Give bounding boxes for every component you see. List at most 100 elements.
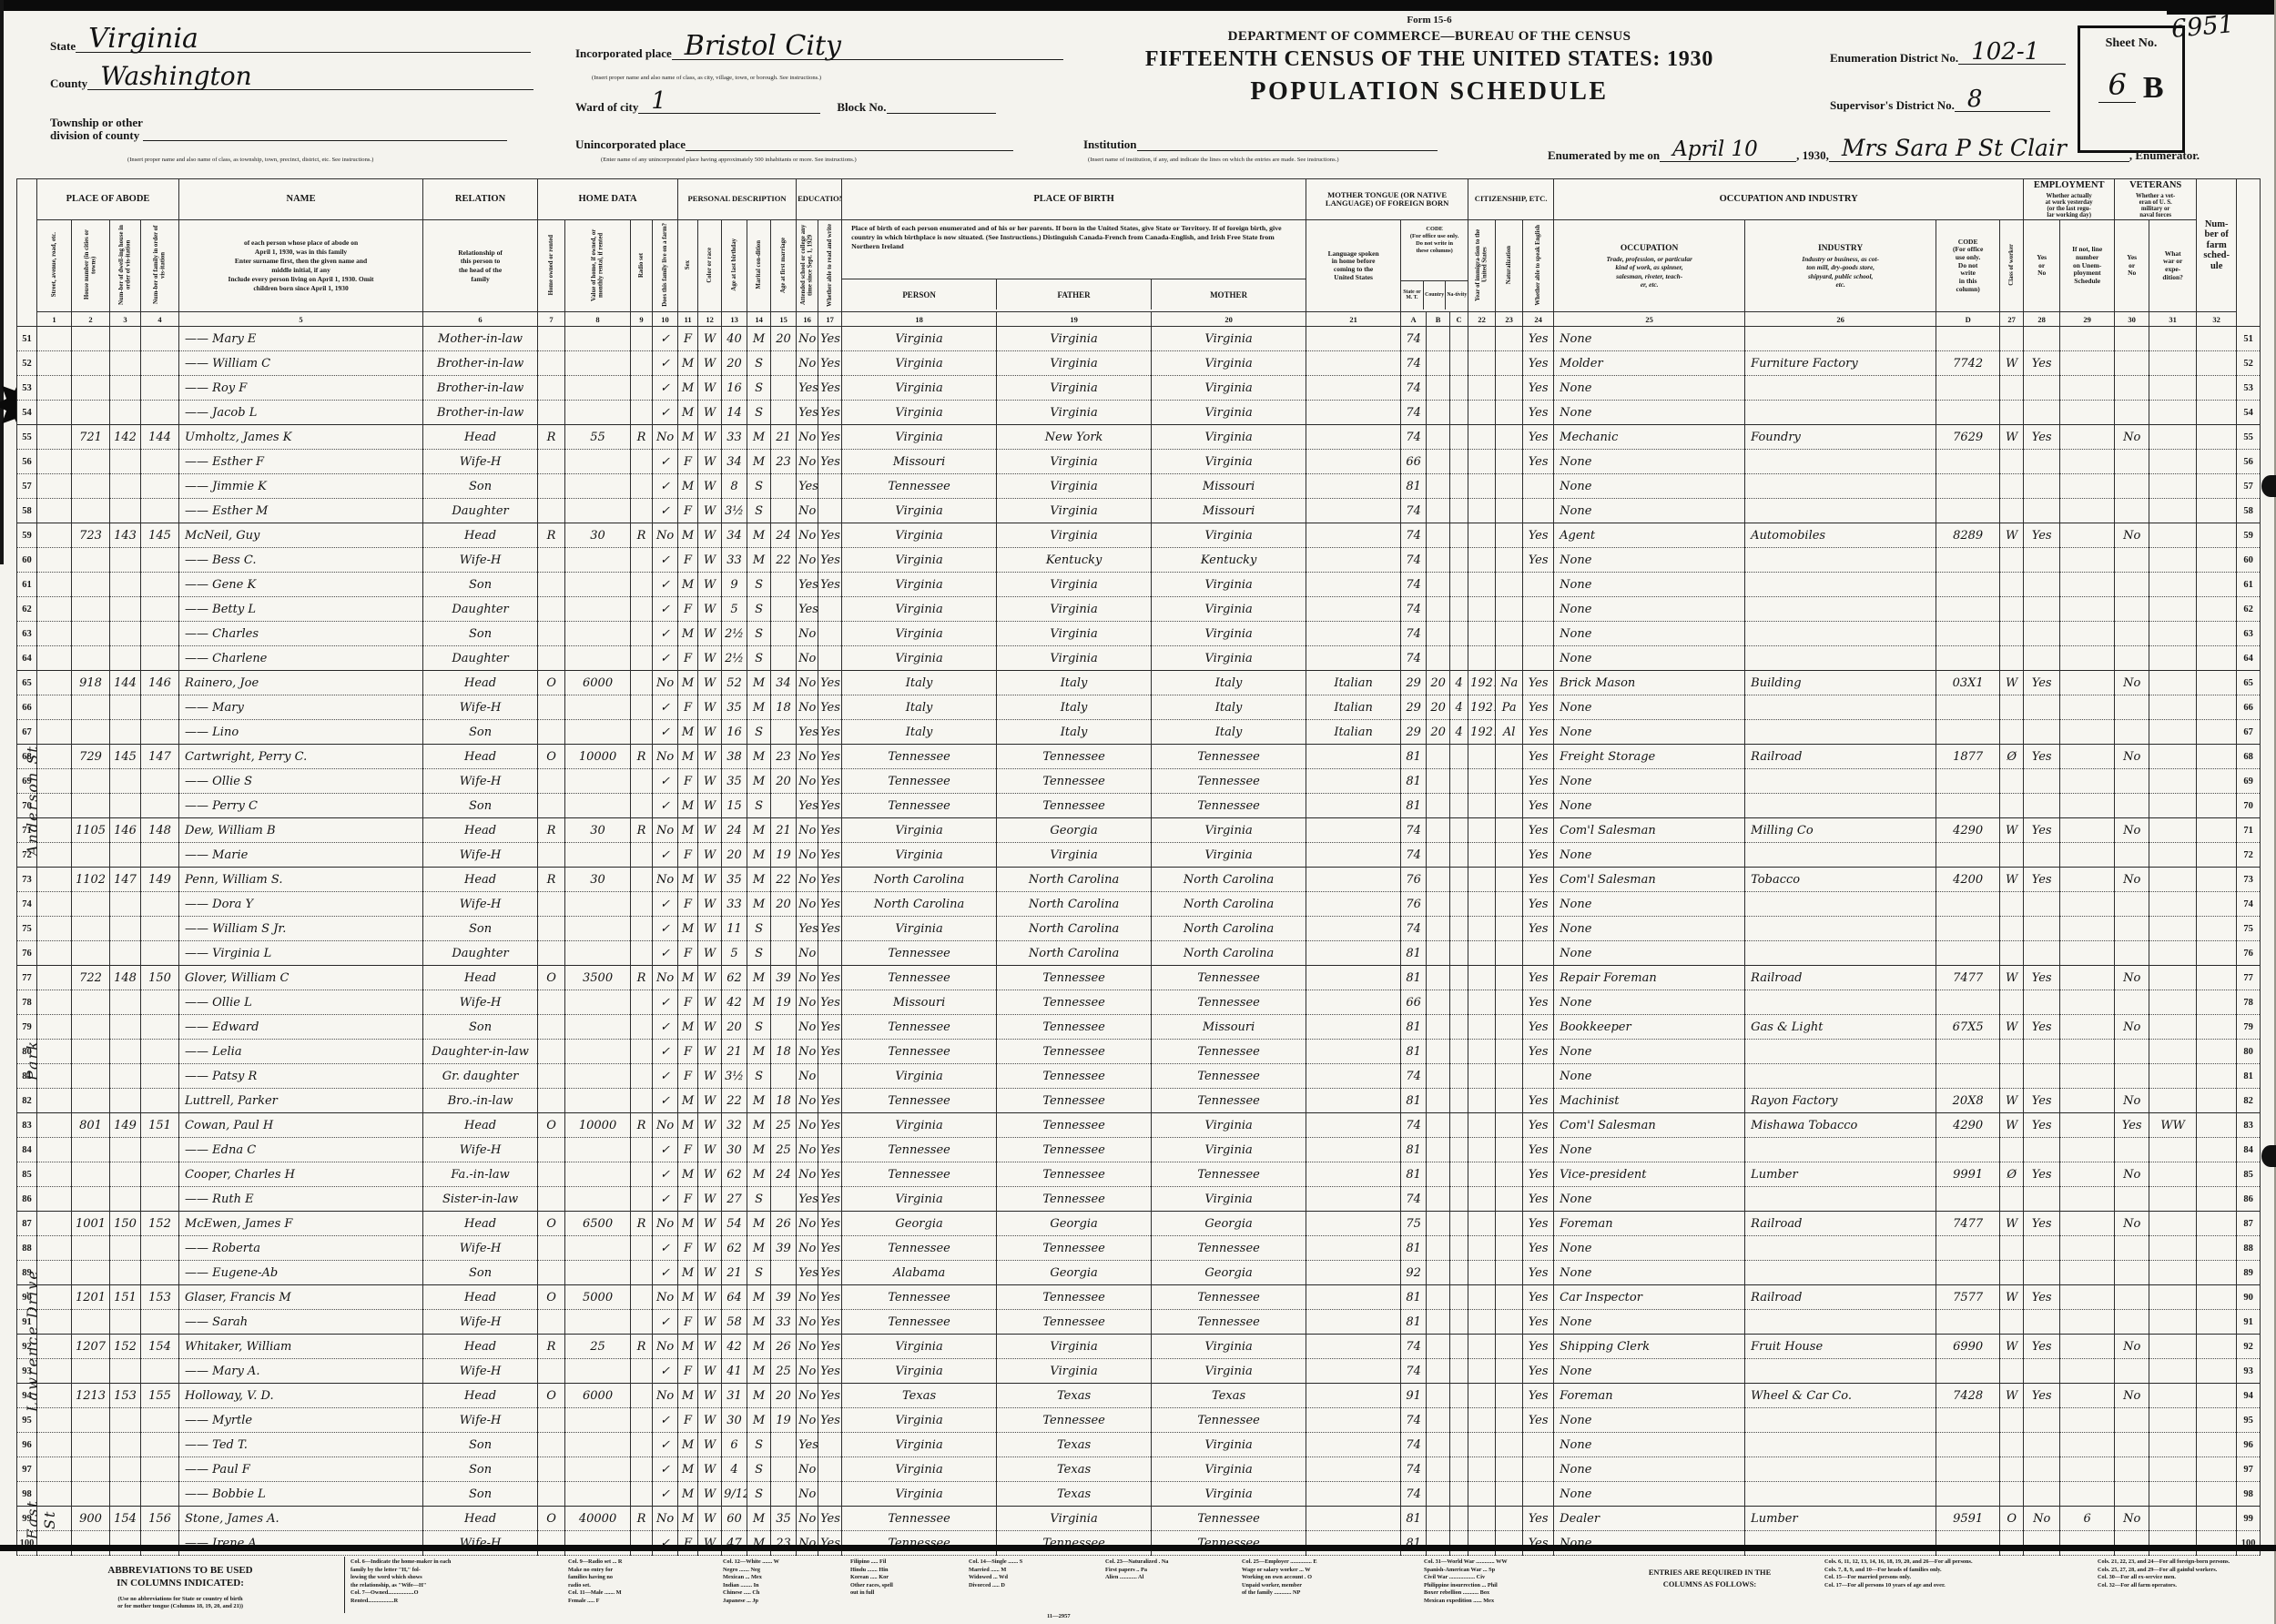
line-number: 54 [16,400,37,426]
cell-veteran: No [2114,744,2150,770]
cell-code-a: 75 [1400,1211,1428,1237]
cell-worked-yesterday [2023,1407,2061,1434]
cell-veteran [2114,498,2150,524]
cell-house-number [71,891,110,918]
cell-age: 9/12 [721,1481,748,1507]
cell-birthplace-father: Virginia [996,350,1153,377]
cell-name: —— Ruth E [178,1186,424,1213]
line-number: 77 [16,965,37,991]
cell-speaks-english: Yes [1522,424,1555,451]
col-header-place-of-birth: Place of birth of each person enumerated… [841,219,1307,313]
cell-veteran [2114,1530,2150,1557]
cell-home-owned [537,990,566,1016]
cell-radio [630,1457,654,1483]
cell-radio [630,1530,654,1557]
cell-school: No [796,940,819,967]
cell-home-value [564,1137,632,1163]
cell-code-c [1449,1063,1469,1090]
cell-name: —— Virginia L [178,940,424,967]
cell-read-write: Yes [818,1162,843,1188]
cell-birthplace-person: Virginia [841,572,998,598]
cell-unemployment-line [2059,498,2116,524]
cell-unemployment-line [2059,1457,2116,1483]
cell-dwelling-number [109,719,141,746]
cell-relation: Head [422,670,539,696]
table-row: 59 723 143 145 McNeil, Guy Head R 30 R No M W 34 M 24 N… [16,523,2261,549]
cell-speaks-english [1522,572,1555,598]
cell-occupation: None [1553,400,1746,426]
cell-birthplace-mother: North Carolina [1151,940,1307,967]
cell-sex: M [677,1383,699,1409]
cell-war [2149,424,2198,451]
cell-age-married: 22 [770,547,798,573]
cell-war [2149,1383,2198,1409]
cell-speaks-english [1522,1457,1555,1483]
cell-code-b: 20 [1426,719,1451,746]
table-row: 55 721 142 144 Umholtz, James K Head R 55 R No M W 3… [16,424,2261,451]
cell-age-married: 35 [770,1506,798,1532]
abbrev-col12: Col. 12—White ....... W Negro ....... Ne… [723,1558,779,1604]
cell-code-d [1936,1063,2001,1090]
cell-marital: M [747,1162,772,1188]
cell-worked-yesterday [2023,645,2061,672]
cell-code-a: 81 [1400,1088,1428,1114]
line-number: 95 [2236,1407,2261,1434]
cell-school: No [796,842,819,868]
cell-marital: M [747,326,772,352]
cell-dwelling-number [109,375,141,401]
cell-war [2149,1063,2198,1090]
line-number: 56 [2236,449,2261,475]
cell-industry: Automobiles [1744,523,1937,549]
cell-marital: M [747,1530,772,1557]
cell-house-number: 1105 [71,817,110,844]
cell-race: W [697,768,723,795]
cell-code-d [1936,1137,2001,1163]
group-occupation-industry: OCCUPATION AND INDUSTRY [1553,178,2025,221]
cell-birthplace-person: North Carolina [841,867,998,893]
cell-read-write: Yes [818,1309,843,1335]
cell-farm: ✓ [652,645,679,672]
table-row: 75 —— William S Jr. Son ✓ M W 11 S Yes Yes Virgini… [16,916,2261,942]
cell-code-a: 81 [1400,473,1428,500]
cell-home-value [564,350,632,377]
cell-dwelling-number [109,572,141,598]
cell-code-b [1426,523,1451,549]
group-mother-tongue: MOTHER TONGUE (OR NATIVE LANGUAGE) OF FO… [1306,178,1469,221]
cell-code-d: 7629 [1936,424,2001,451]
cell-radio [630,695,654,721]
cell-language [1306,1530,1402,1557]
cell-speaks-english: Yes [1522,1358,1555,1385]
cell-war [2149,695,2198,721]
cell-code-d: 4290 [1936,1112,2001,1139]
table-row: 73 1102 147 149 Penn, William S. Head R 30 No M W 3… [16,867,2261,893]
col-header-family-number: Num-ber of family in order of vis-itatio… [139,219,180,313]
cell-code-d: 9991 [1936,1162,2001,1188]
cell-radio [630,596,654,623]
cell-unemployment-line: 6 [2059,1506,2116,1532]
line-number: 83 [16,1112,37,1139]
cell-sex: F [677,1309,699,1335]
cell-sex: M [677,400,699,426]
cell-naturalization [1495,891,1524,918]
abbrev-col23: Col. 23—Naturalized . Na First papers ..… [1105,1558,1169,1580]
cell-read-write [818,1457,843,1483]
cell-relation: Brother-in-law [422,400,539,426]
cell-code-a: 74 [1400,1334,1428,1360]
cell-occupation: None [1553,572,1746,598]
cell-industry: Railroad [1744,1284,1937,1311]
cell-name: —— Roy F [178,375,424,401]
cell-language [1306,621,1402,647]
cell-birthplace-person: Tennessee [841,1039,998,1065]
line-number: 78 [2236,990,2261,1016]
cell-marital: M [747,1137,772,1163]
line-number: 87 [16,1211,37,1237]
cell-home-owned [537,1309,566,1335]
enumeration-district-label: Enumeration District No. [1830,51,1959,66]
cell-code-a: 81 [1400,1162,1428,1188]
cell-speaks-english: Yes [1522,547,1555,573]
scan-edge-top [0,0,2276,11]
cell-family-number [139,793,180,819]
cell-school: No [796,1162,819,1188]
cell-house-number [71,1162,110,1188]
line-number: 58 [16,498,37,524]
